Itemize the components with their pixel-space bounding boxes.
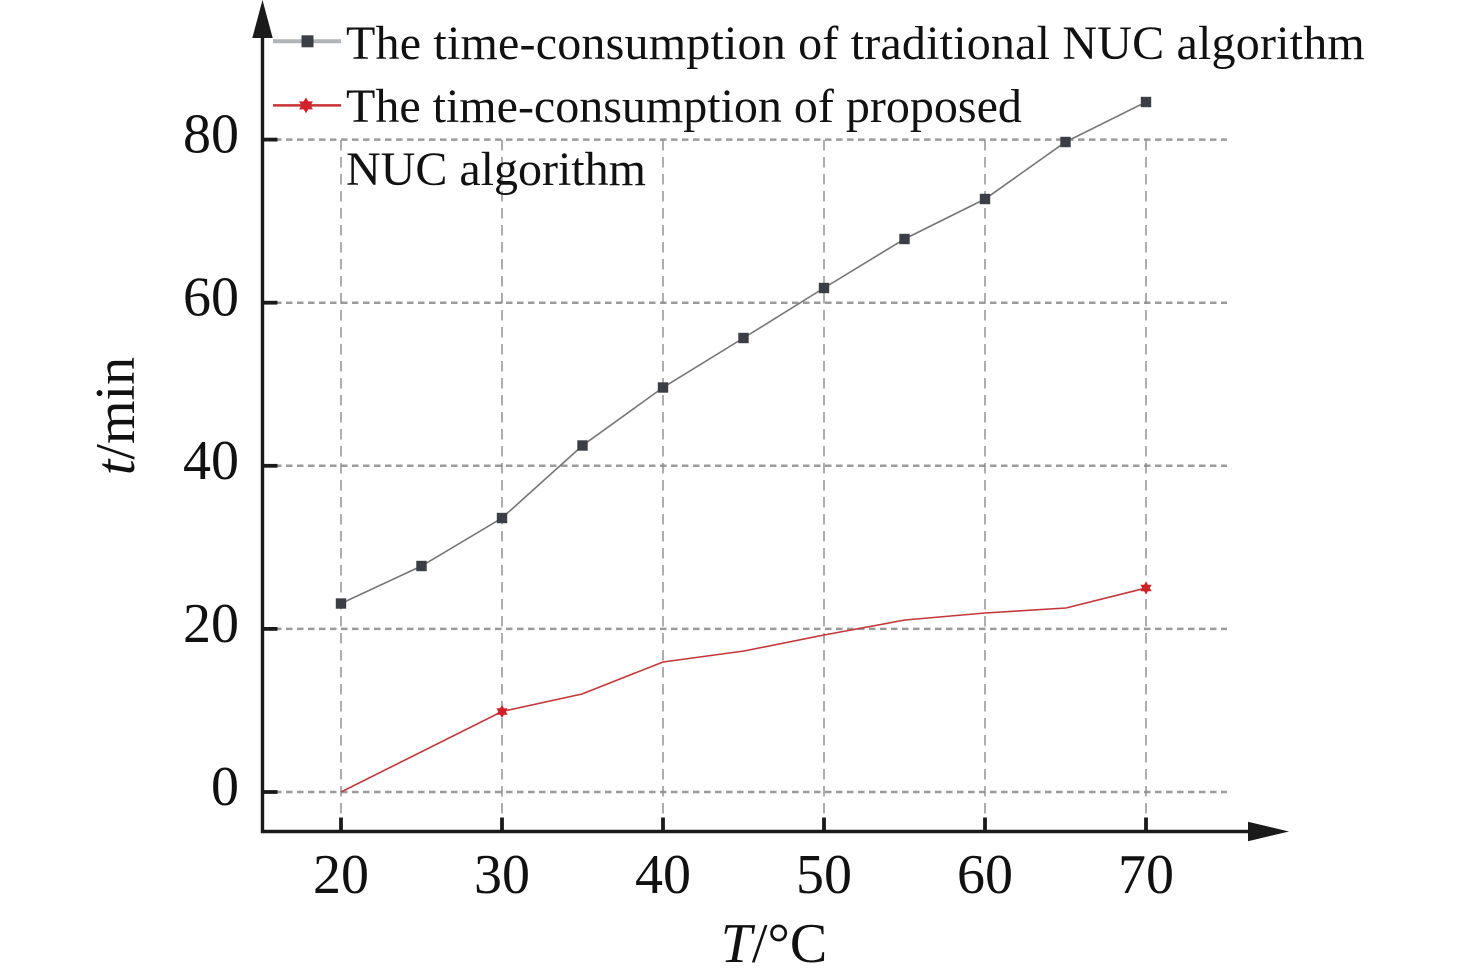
- svg-text:80: 80: [183, 104, 239, 166]
- svg-text:30: 30: [474, 844, 530, 906]
- svg-text:T/°C: T/°C: [721, 913, 827, 975]
- svg-text:70: 70: [1118, 844, 1174, 906]
- svg-text:NUC algorithm: NUC algorithm: [346, 143, 646, 196]
- svg-text:20: 20: [313, 844, 369, 906]
- svg-text:60: 60: [957, 844, 1013, 906]
- svg-text:The time-consumption of tradit: The time-consumption of traditional NUC …: [346, 17, 1365, 70]
- svg-text:40: 40: [183, 430, 239, 492]
- svg-text:50: 50: [796, 844, 852, 906]
- svg-text:20: 20: [183, 593, 239, 655]
- svg-text:t/min: t/min: [85, 357, 147, 475]
- svg-text:40: 40: [635, 844, 691, 906]
- svg-text:The time-consumption of propos: The time-consumption of proposed: [346, 80, 1022, 133]
- svg-text:60: 60: [183, 267, 239, 329]
- svg-text:0: 0: [211, 756, 239, 818]
